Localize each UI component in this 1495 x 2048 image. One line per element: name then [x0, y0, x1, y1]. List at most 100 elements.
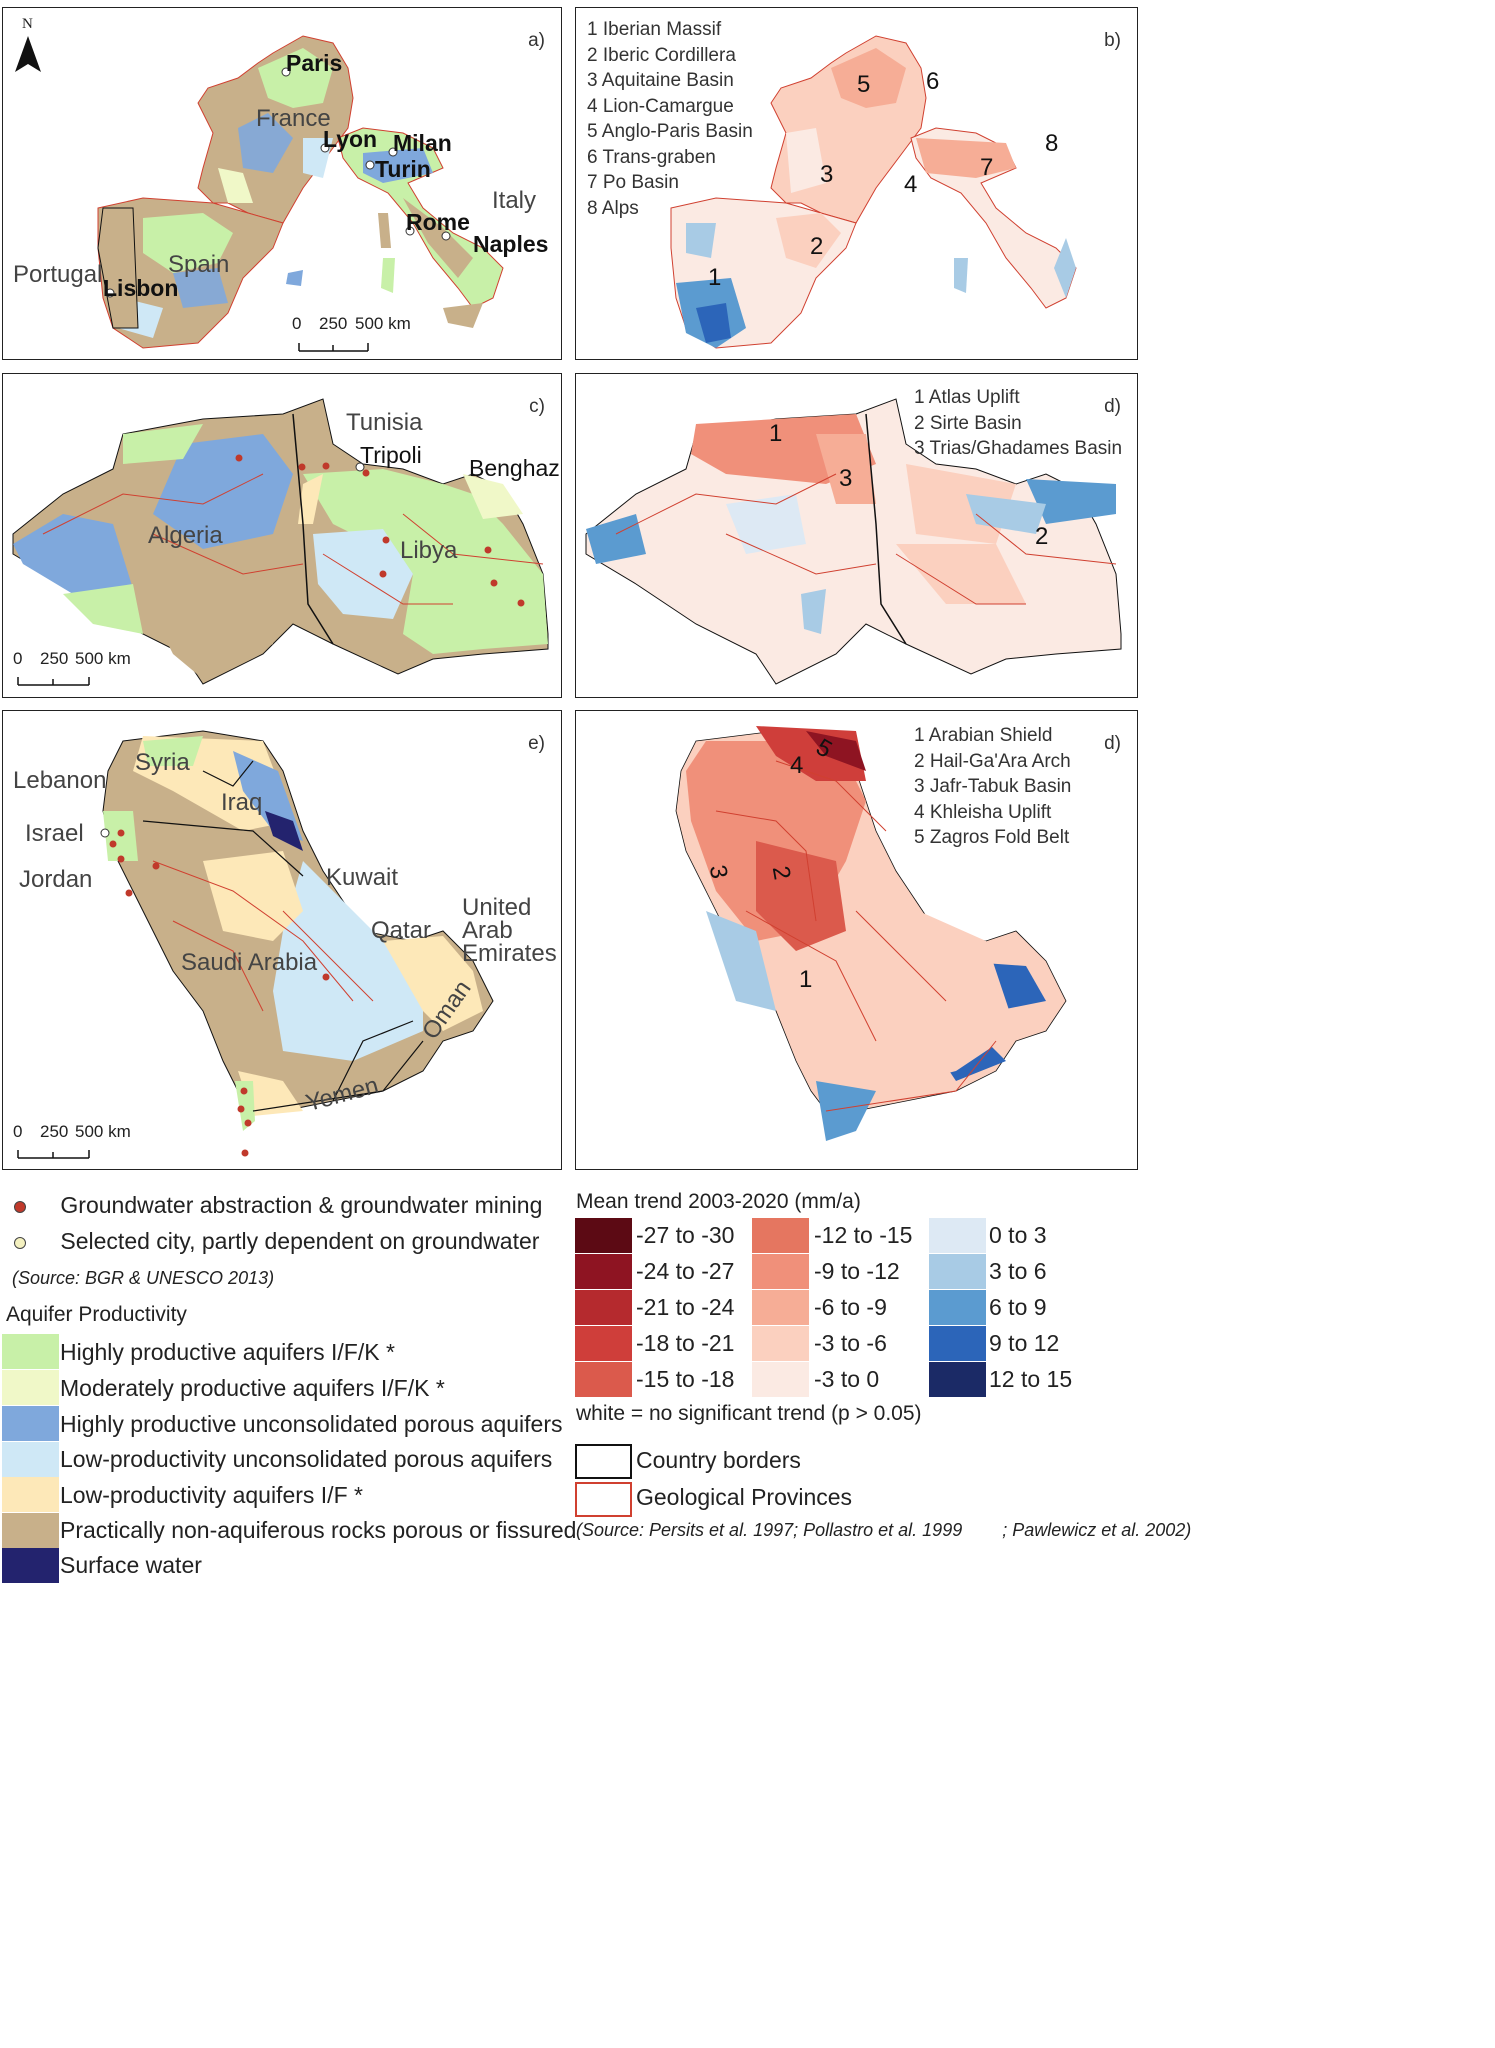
swatch-trend	[929, 1218, 986, 1253]
city-label-paris: Paris	[286, 50, 343, 76]
swatch-trend	[752, 1362, 809, 1397]
north-arrow-icon	[15, 36, 41, 72]
legend-label: Groundwater abstraction & groundwater mi…	[60, 1192, 543, 1218]
source-bgr: (Source: BGR & UNESCO 2013)	[12, 1268, 275, 1288]
city-label-naples: Naples	[473, 231, 549, 257]
province-item: 1 Iberian Massif	[587, 19, 722, 40]
legend-label: -24 to -27	[636, 1258, 735, 1284]
legend-aquifer: Groundwater abstraction & groundwater mi…	[0, 1180, 576, 2048]
province-number: 4	[790, 752, 804, 779]
country-label-algeria: Algeria	[148, 522, 223, 549]
map-panel-a: N a) Paris Lyon Milan Turin Rome Naples …	[2, 7, 562, 360]
country-label-kuwait: Kuwait	[326, 864, 399, 891]
swatch-trend	[929, 1326, 986, 1361]
province-item: 4 Khleisha Uplift	[914, 801, 1052, 823]
swatch-trend	[929, 1290, 986, 1325]
swatch-moderately-productive-fk	[2, 1370, 59, 1405]
swatch-trend	[929, 1362, 986, 1397]
province-item: 6 Trans-graben	[587, 146, 716, 168]
legend-label: Country borders	[636, 1447, 801, 1473]
aquifer-legend-title: Aquifer Productivity	[6, 1303, 187, 1326]
map-panel-d: d) 1 Atlas Uplift 2 Sirte Basin 3 Trias/…	[575, 373, 1138, 698]
city-label-lyon: Lyon	[323, 126, 378, 152]
province-number: 2	[810, 233, 824, 260]
province-item: 3 Jafr-Tabuk Basin	[914, 776, 1072, 797]
scale-tick-500: 500 km	[75, 1122, 131, 1141]
legend-label: Selected city, partly dependent on groun…	[60, 1228, 540, 1254]
country-label-libya: Libya	[400, 537, 458, 564]
legend-trend: Mean trend 2003-2020 (mm/a) -27 to -30 -…	[572, 1180, 1495, 2048]
panel-e-label: e)	[528, 733, 545, 754]
legend-label: -3 to 0	[814, 1366, 880, 1392]
scale-tick-250: 250	[40, 1122, 69, 1141]
country-label-tunisia: Tunisia	[346, 409, 423, 436]
scale-tick-0: 0	[13, 649, 23, 668]
province-number: 8	[1045, 130, 1059, 157]
country-label-saudi-arabia: Saudi Arabia	[181, 949, 318, 976]
scale-tick-250: 250	[40, 649, 69, 668]
province-number: 3	[820, 161, 834, 188]
swatch-trend	[575, 1290, 632, 1325]
province-number: 7	[980, 154, 994, 181]
legend-point-abstraction: Groundwater abstraction & groundwater mi…	[14, 1192, 542, 1219]
legend-label: 9 to 12	[989, 1330, 1060, 1356]
country-label-lebanon: Lebanon	[13, 767, 107, 794]
legend-label: 6 to 9	[989, 1294, 1047, 1320]
swatch-trend	[752, 1254, 809, 1289]
province-number: 1	[708, 264, 722, 291]
swatch-trend	[752, 1218, 809, 1253]
legend-label: -18 to -21	[636, 1330, 735, 1356]
scale-tick-500: 500 km	[355, 314, 411, 333]
panel-c-label: c)	[529, 396, 545, 417]
legend-label: 12 to 15	[989, 1366, 1073, 1392]
legend-label: 0 to 3	[989, 1222, 1047, 1248]
legend-label: -6 to -9	[814, 1294, 887, 1320]
panel-a-label: a)	[528, 30, 545, 51]
province-list-d: 1 Atlas Uplift 2 Sirte Basin 3 Trias/Gha…	[914, 385, 1122, 462]
province-item: 7 Po Basin	[587, 172, 679, 193]
swatch-highly-productive-fk	[2, 1334, 59, 1369]
legend-label: Moderately productive aquifers I/F/K *	[60, 1375, 445, 1401]
province-number: 5	[857, 71, 871, 98]
province-list-f: 1 Arabian Shield 2 Hail-Ga'Ara Arch 3 Ja…	[914, 723, 1071, 851]
country-label-jordan: Jordan	[19, 866, 93, 893]
province-number: 2	[1035, 523, 1049, 550]
country-label-israel: Israel	[25, 820, 84, 847]
province-item: 2 Sirte Basin	[914, 412, 1022, 434]
city-label-benghazi: Benghazi	[469, 455, 562, 481]
swatch-geological-provinces	[575, 1482, 632, 1517]
province-number: 4	[904, 171, 918, 198]
swatch-country-borders	[575, 1444, 632, 1479]
province-item: 8 Alps	[587, 197, 639, 219]
swatch-trend	[575, 1218, 632, 1253]
north-label: N	[22, 16, 33, 32]
scale-tick-0: 0	[13, 1122, 23, 1141]
country-label-uae-line1: United	[462, 894, 532, 921]
map-panel-c: c) Tripoli Benghazi Tunisia Algeria Liby…	[2, 373, 562, 698]
city-label-tripoli: Tripoli	[360, 442, 422, 468]
trend-legend-title: Mean trend 2003-2020 (mm/a)	[576, 1190, 861, 1213]
country-label-uae-line3: Emirates	[462, 940, 557, 967]
country-label-france: France	[256, 105, 331, 132]
swatch-trend	[575, 1362, 632, 1397]
province-item: 1 Atlas Uplift	[914, 387, 1020, 408]
swatch-trend	[752, 1326, 809, 1361]
city-label-lisbon: Lisbon	[103, 275, 179, 301]
city-label-rome: Rome	[406, 209, 470, 235]
swatch-low-productivity-if	[2, 1477, 59, 1512]
legend-label: -15 to -18	[636, 1366, 735, 1392]
city-dot-icon	[14, 1237, 26, 1249]
legend-label: -3 to -6	[814, 1330, 887, 1356]
province-item: 5 Zagros Fold Belt	[914, 827, 1070, 848]
province-item: 2 Hail-Ga'Ara Arch	[914, 750, 1071, 772]
swatch-non-aquiferous	[2, 1513, 59, 1548]
legend-label: Highly productive unconsolidated porous …	[60, 1411, 563, 1437]
aquifer-map-north-africa	[12, 398, 549, 686]
legend-label: 3 to 6	[989, 1258, 1047, 1284]
province-item: 2 Iberic Cordillera	[587, 44, 736, 66]
legend-label: Highly productive aquifers I/F/K *	[60, 1339, 395, 1365]
legend-label: -9 to -12	[814, 1258, 900, 1284]
province-number: 6	[926, 68, 940, 95]
province-item: 3 Trias/Ghadames Basin	[914, 438, 1123, 459]
red-dot-icon	[14, 1201, 26, 1213]
